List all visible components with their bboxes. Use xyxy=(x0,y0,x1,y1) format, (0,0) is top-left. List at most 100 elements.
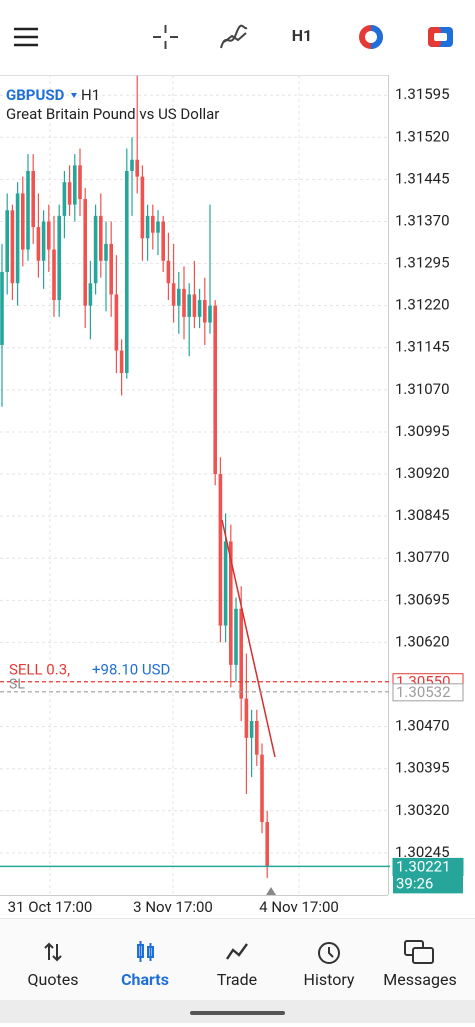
y-tick-label: 1.31220 xyxy=(395,296,450,314)
nav-label[interactable]: Quotes xyxy=(28,970,79,989)
y-tick-label: 1.31520 xyxy=(395,127,450,145)
y-tick-label: 1.31070 xyxy=(395,380,450,398)
sl-text: SL xyxy=(9,677,25,693)
candle-body xyxy=(156,221,160,233)
candle-body xyxy=(78,165,82,200)
timeframe-button[interactable]: H1 xyxy=(292,26,312,45)
candle-body xyxy=(21,193,25,250)
trend-line xyxy=(221,519,276,758)
candle-body xyxy=(0,272,4,345)
order-text: SELL 0.3, xyxy=(9,661,70,679)
candle-body xyxy=(249,721,254,738)
symbol[interactable]: GBPUSD xyxy=(6,86,65,104)
y-tick-label: 1.31295 xyxy=(395,254,450,272)
y-tick-label: 1.31595 xyxy=(395,85,450,103)
trade-button[interactable] xyxy=(359,25,383,49)
nav-label[interactable]: History xyxy=(304,970,355,989)
candle-body xyxy=(130,159,134,171)
candle-body xyxy=(229,541,233,665)
candle-body xyxy=(57,215,61,301)
x-tick-label: 3 Nov 17:00 xyxy=(133,898,213,916)
candle-body xyxy=(15,193,20,284)
chart xyxy=(0,75,389,896)
candle-body xyxy=(47,221,51,250)
y-tick-label: 1.31370 xyxy=(395,211,450,229)
y-tick-label: 1.30845 xyxy=(395,506,450,524)
candle-body xyxy=(265,822,269,867)
y-tick-label: 1.30995 xyxy=(395,422,450,440)
candle-body xyxy=(234,608,238,665)
candle-body xyxy=(187,294,191,317)
symbol-dropdown xyxy=(71,93,77,98)
candle-body xyxy=(109,243,113,295)
y-tick-label: 1.30245 xyxy=(395,843,450,861)
y-tick-label: 1.31145 xyxy=(395,338,450,356)
gesture-bar[interactable] xyxy=(190,1011,285,1015)
nav-label[interactable]: Charts xyxy=(121,970,169,989)
y-tick-label: 1.30320 xyxy=(395,801,450,819)
price-label-box xyxy=(392,683,464,702)
candle-body xyxy=(213,305,217,475)
countdown: 39:26 xyxy=(396,874,433,892)
candle-body xyxy=(192,294,197,317)
x-tick-label: 31 Oct 17:00 xyxy=(8,898,93,916)
candle-body xyxy=(223,541,228,626)
candle-body xyxy=(62,182,67,216)
candle-body xyxy=(88,283,93,306)
y-tick-label: 1.30920 xyxy=(395,464,450,482)
y-tick-label: 1.31445 xyxy=(395,169,450,187)
one-click-button[interactable] xyxy=(428,27,453,47)
candle-body xyxy=(166,260,171,284)
candle-body xyxy=(135,159,139,177)
countdown-box xyxy=(393,875,463,894)
candle-body xyxy=(26,170,30,250)
candle-body xyxy=(125,170,129,374)
symbol-description: Great Britain Pound vs US Dollar xyxy=(6,105,219,123)
nav-icons xyxy=(44,940,434,964)
nav-label[interactable]: Trade xyxy=(217,970,257,989)
candle-body xyxy=(114,294,119,351)
grid xyxy=(0,75,388,895)
candle-body xyxy=(73,165,77,205)
candle-body xyxy=(203,300,207,323)
candle-body xyxy=(52,249,56,301)
candle-body xyxy=(93,215,98,284)
candle-body xyxy=(145,215,150,239)
candle-body xyxy=(182,288,186,317)
nav-label[interactable]: Messages xyxy=(383,970,456,989)
price-label: 1.30221 xyxy=(396,857,451,875)
nav-background xyxy=(0,918,475,1000)
candle-body xyxy=(197,300,202,317)
candle-body xyxy=(218,474,223,626)
y-tick-label: 1.30470 xyxy=(395,717,450,735)
profit-text: +98.10 USD xyxy=(92,661,170,679)
candle-body xyxy=(151,215,155,233)
candle-body xyxy=(36,227,41,261)
price-label: 1.30532 xyxy=(396,683,451,701)
y-tick-label: 1.30695 xyxy=(395,590,450,608)
crosshair-button[interactable] xyxy=(153,25,178,49)
bid-marker xyxy=(266,887,276,895)
x-tick-label: 4 Nov 17:00 xyxy=(259,898,339,916)
candle-body xyxy=(208,305,212,323)
y-tick-label: 1.30620 xyxy=(395,632,450,650)
y-tick-label: 1.30770 xyxy=(395,548,450,566)
candle-body xyxy=(104,243,108,261)
candle-body xyxy=(140,176,145,239)
chart-timeframe: H1 xyxy=(81,86,100,104)
candle-body xyxy=(244,698,249,738)
candle-body xyxy=(119,350,124,374)
hamburger-menu[interactable] xyxy=(14,27,38,47)
candle-body xyxy=(10,210,15,284)
candle-body xyxy=(5,210,9,273)
candle-body xyxy=(67,182,72,205)
candle-body xyxy=(177,288,181,306)
candle-body xyxy=(99,215,103,261)
candle-body xyxy=(255,721,259,755)
candle-body xyxy=(239,608,243,699)
indicators-button[interactable] xyxy=(220,24,248,49)
candle-body xyxy=(41,221,46,261)
y-tick-label: 1.30395 xyxy=(395,759,450,777)
